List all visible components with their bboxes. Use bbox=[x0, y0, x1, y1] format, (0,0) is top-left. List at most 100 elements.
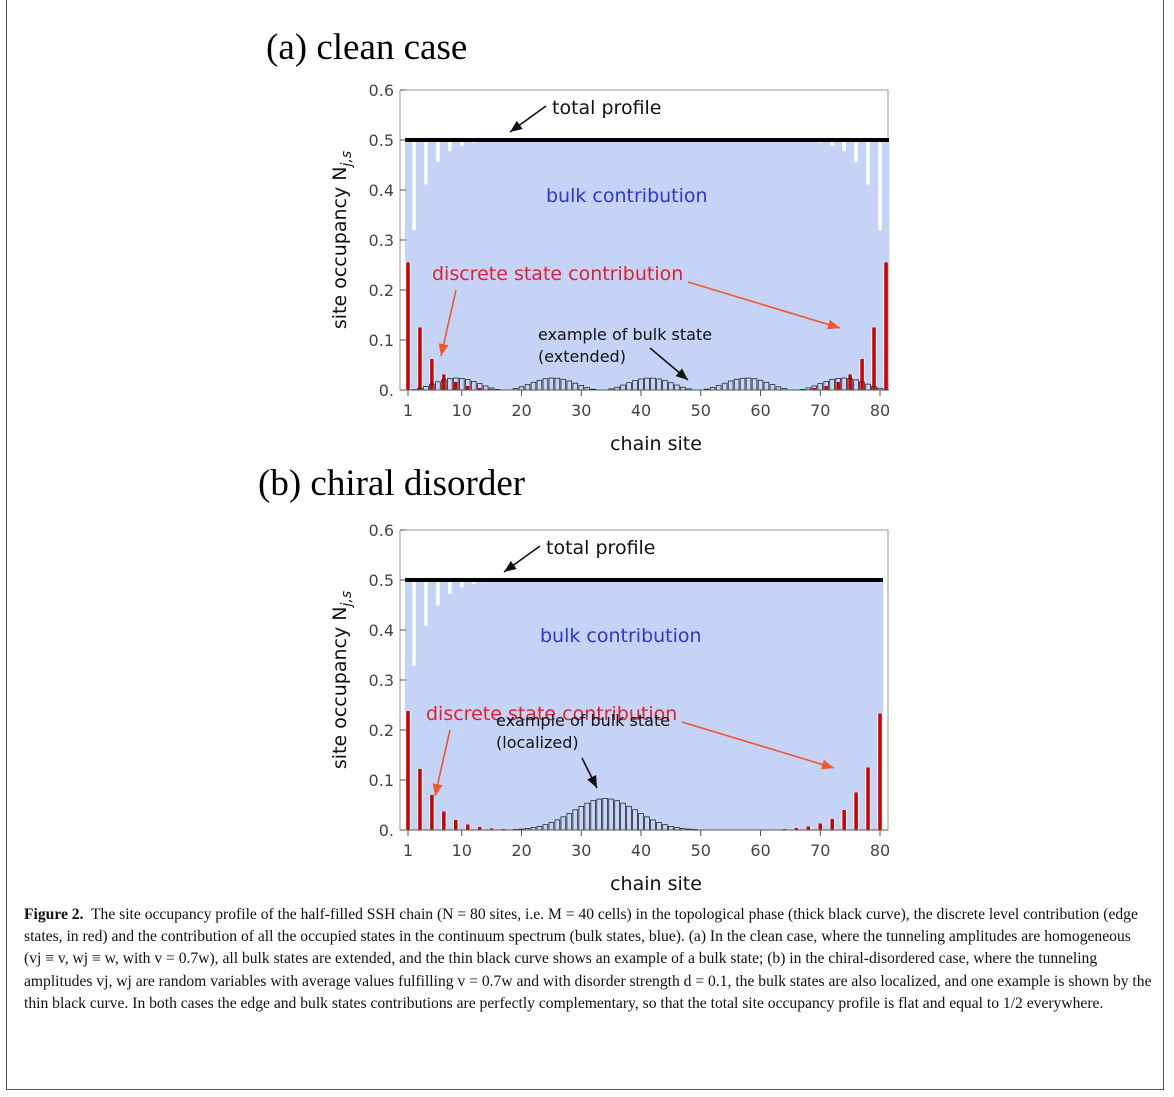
bulk-bar bbox=[811, 580, 818, 830]
bulk-bar bbox=[793, 580, 800, 828]
panel-b-title: (b) chiral disorder bbox=[258, 463, 526, 504]
bulk-bar bbox=[853, 580, 860, 793]
bulk-bar bbox=[446, 580, 454, 830]
x-tick-label: 50 bbox=[691, 841, 711, 860]
bulk-bar bbox=[470, 580, 478, 830]
bulk-bar bbox=[602, 580, 609, 830]
bulk-bar bbox=[709, 140, 717, 390]
bulk-gap bbox=[842, 140, 846, 152]
bulk-bar bbox=[739, 140, 746, 390]
bulk-example-arrow-head bbox=[587, 775, 597, 788]
x-tick-label: 50 bbox=[691, 401, 711, 420]
bulk-gap bbox=[424, 580, 428, 626]
bulk-bar bbox=[572, 580, 579, 830]
bulk-bar bbox=[817, 140, 824, 390]
edge-bar bbox=[806, 826, 811, 830]
bulk-bar bbox=[751, 140, 758, 390]
y-axis-label-sub: j,s bbox=[339, 591, 355, 609]
bulk-bar bbox=[817, 580, 824, 824]
bulk-bar bbox=[709, 580, 717, 830]
bulk-bar bbox=[715, 580, 723, 830]
bulk-bar bbox=[638, 140, 645, 390]
bulk-bar bbox=[626, 580, 633, 830]
bulk-example-arrow-head bbox=[675, 368, 688, 380]
bulk-bar bbox=[805, 140, 812, 390]
bulk-bar bbox=[548, 140, 555, 390]
y-axis-label: site occupancy Nj,s bbox=[329, 591, 355, 769]
total-profile-arrow-head bbox=[504, 560, 517, 572]
bulk-gap bbox=[866, 140, 870, 185]
edge-bar bbox=[406, 711, 410, 830]
edge-bar bbox=[836, 382, 840, 390]
bulk-bar bbox=[697, 140, 705, 390]
bulk-bar bbox=[733, 140, 740, 390]
bulk-bar bbox=[703, 140, 711, 390]
edge-bar bbox=[430, 359, 434, 390]
bulk-bar bbox=[685, 580, 693, 830]
edge-bar bbox=[866, 767, 870, 830]
bulk-bar bbox=[781, 580, 788, 829]
bulk-bar bbox=[638, 580, 645, 830]
bulk-bar bbox=[679, 580, 687, 830]
bulk-bar bbox=[518, 140, 525, 390]
bulk-bar bbox=[685, 140, 693, 390]
y-axis-label-main: site occupancy N bbox=[329, 167, 351, 330]
edge-bar bbox=[430, 795, 434, 830]
figure-frame bbox=[6, 0, 1164, 1090]
x-tick-label: 40 bbox=[631, 841, 651, 860]
bulk-example-label-line1: example of bulk state bbox=[496, 711, 670, 730]
bulk-bar bbox=[673, 580, 681, 830]
edge-bar bbox=[477, 827, 482, 830]
bulk-bar bbox=[494, 140, 502, 390]
bulk-bar bbox=[560, 140, 567, 390]
bulk-bar bbox=[769, 580, 776, 830]
bulk-bar bbox=[566, 140, 573, 390]
bulk-bar bbox=[655, 580, 663, 830]
bulk-bar bbox=[476, 140, 484, 388]
bulk-bar bbox=[882, 140, 890, 263]
edge-bar bbox=[477, 388, 482, 390]
bulk-bar bbox=[763, 580, 770, 830]
bulk-bar bbox=[679, 140, 687, 390]
bulk-bar bbox=[871, 580, 878, 830]
bulk-bar bbox=[405, 140, 412, 263]
bulk-gap bbox=[459, 140, 464, 146]
bulk-bar bbox=[781, 140, 788, 390]
bulk-bar bbox=[829, 580, 836, 819]
bulk-example-label-line2: (localized) bbox=[496, 733, 579, 752]
bulk-gap bbox=[412, 580, 416, 666]
bulk-bar bbox=[835, 580, 842, 830]
bulk-bar bbox=[763, 140, 770, 390]
caption-label: Figure 2. bbox=[24, 906, 84, 923]
edge-bar bbox=[884, 262, 888, 390]
bulk-bar bbox=[632, 580, 639, 830]
bulk-bar bbox=[410, 140, 418, 390]
bulk-bar bbox=[578, 140, 585, 390]
bulk-bar bbox=[488, 580, 496, 829]
bulk-bar bbox=[578, 580, 585, 830]
x-tick-label: 80 bbox=[870, 841, 890, 860]
bulk-bar bbox=[524, 140, 531, 390]
bulk-bar bbox=[847, 140, 854, 375]
bulk-bar bbox=[458, 140, 466, 390]
y-tick-label: 0.5 bbox=[369, 131, 394, 150]
bulk-bar bbox=[823, 140, 830, 386]
x-tick-label: 60 bbox=[750, 841, 770, 860]
edge-bar bbox=[824, 386, 829, 390]
bulk-bar bbox=[805, 580, 812, 827]
bulk-bar bbox=[739, 580, 746, 830]
bulk-gap bbox=[448, 140, 452, 152]
edge-arrow-right-head bbox=[821, 759, 834, 770]
y-tick-label: 0. bbox=[379, 821, 394, 840]
bulk-bar bbox=[446, 140, 454, 390]
edge-bar bbox=[818, 823, 823, 830]
bulk-bar bbox=[799, 140, 806, 389]
y-tick-label: 0.4 bbox=[369, 181, 394, 200]
bulk-bar bbox=[464, 140, 472, 386]
bulk-bar bbox=[506, 140, 513, 390]
bulk-bar bbox=[452, 140, 460, 382]
edge-arrow-left-head bbox=[438, 343, 449, 356]
edge-bar bbox=[406, 262, 410, 390]
total-profile-label: total profile bbox=[546, 537, 656, 559]
chart-panel-a: 0. 0.1 0.2 0.3 0.4 0.5 0.6 1 10 20 30 40 50 60 70 80 cha… bbox=[329, 81, 890, 455]
